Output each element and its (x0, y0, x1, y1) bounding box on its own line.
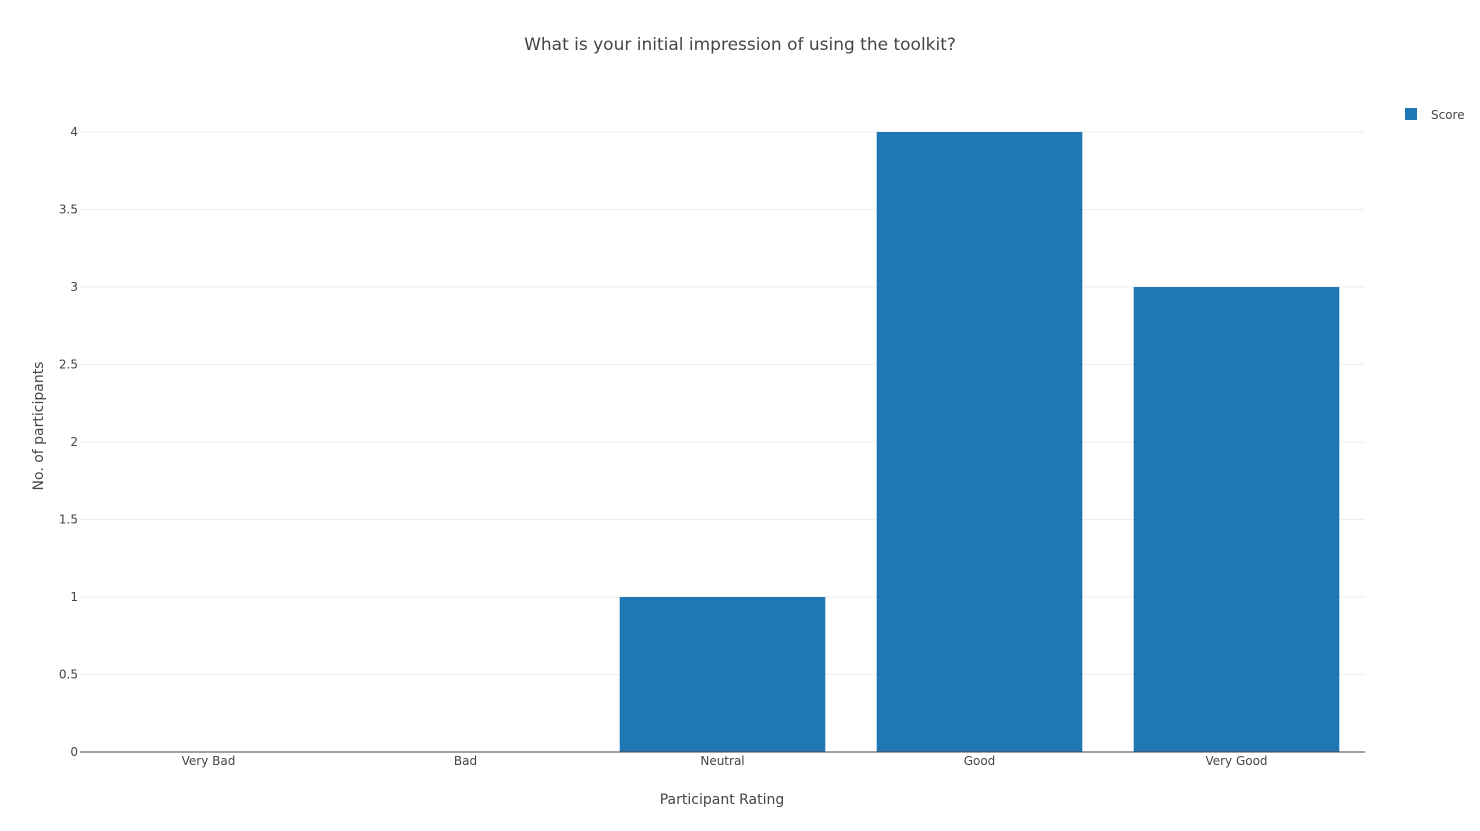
x-tick-label: Bad (454, 754, 477, 768)
y-tick-label: 0.5 (59, 668, 78, 682)
x-tick-labels: Very Bad Bad Neutral Good Very Good (182, 754, 1268, 768)
x-tick-label: Neutral (700, 754, 744, 768)
y-tick-label: 2 (70, 435, 78, 449)
x-axis-title: Participant Rating (660, 792, 785, 808)
y-tick-label: 1 (70, 590, 78, 604)
legend[interactable]: Score (1405, 108, 1465, 122)
bar-very-good[interactable] (1133, 287, 1340, 752)
y-axis-title: No. of participants (31, 362, 47, 491)
y-tick-label: 3.5 (59, 203, 78, 217)
x-tick-label: Very Bad (182, 754, 236, 768)
bar-neutral[interactable] (619, 597, 826, 752)
legend-label-score: Score (1431, 108, 1465, 122)
y-tick-label: 0 (70, 745, 78, 759)
y-tick-label: 4 (70, 125, 78, 139)
y-tick-labels: 0 0.5 1 1.5 2 2.5 3 3.5 4 (59, 125, 78, 759)
gridlines (80, 131, 1365, 675)
chart-title: What is your initial impression of using… (524, 35, 956, 55)
y-tick-label: 2.5 (59, 358, 78, 372)
x-tick-label: Good (964, 754, 996, 768)
legend-swatch-score (1405, 108, 1417, 120)
y-tick-label: 3 (70, 280, 78, 294)
bar-good[interactable] (876, 132, 1083, 752)
x-tick-label: Very Good (1205, 754, 1267, 768)
y-tick-label: 1.5 (59, 513, 78, 527)
bars (619, 132, 1340, 752)
